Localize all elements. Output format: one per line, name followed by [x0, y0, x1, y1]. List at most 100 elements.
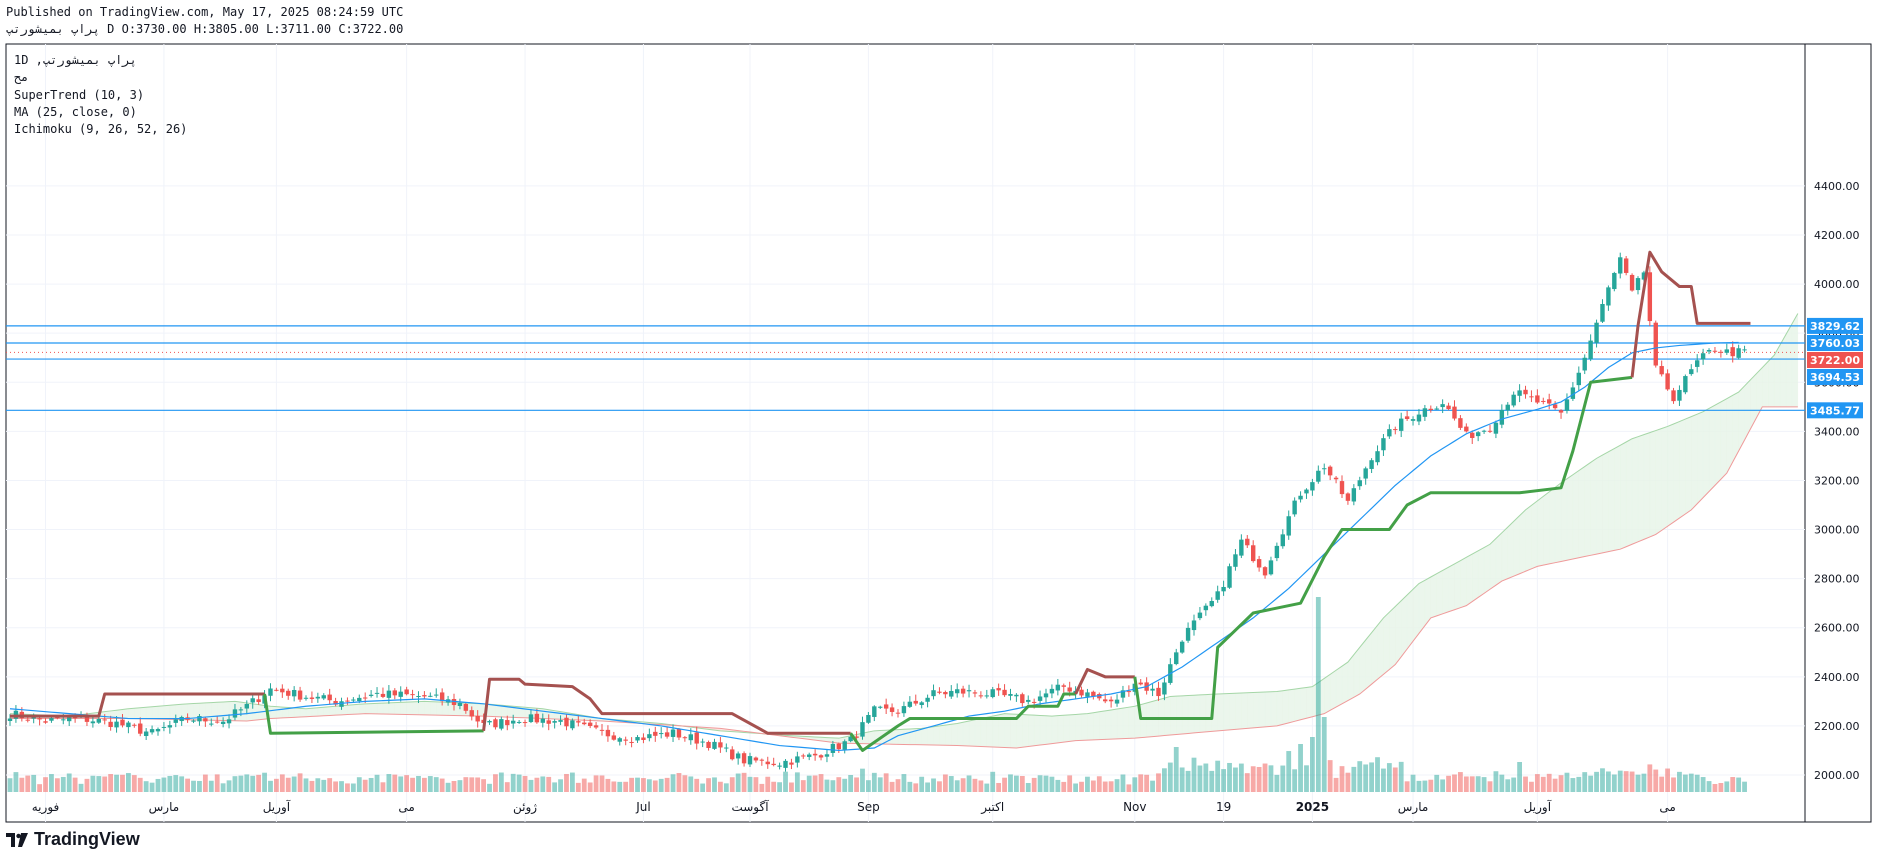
volume-bar: [1102, 781, 1108, 792]
volume-bar: [303, 778, 309, 792]
candle-body: [404, 689, 409, 695]
volume-bar: [759, 783, 765, 792]
volume-bar: [1594, 771, 1599, 792]
volume-bar: [457, 780, 463, 792]
time-tick-label: می: [398, 800, 414, 814]
volume-bar: [753, 777, 759, 792]
volume-bar: [1534, 774, 1540, 792]
cloud-segment: [1099, 710, 1106, 740]
volume-bar: [972, 778, 978, 792]
volume-bar: [1629, 771, 1635, 792]
cloud-segment: [974, 718, 982, 747]
legend-supertrend[interactable]: SuperTrend (10, 3): [14, 88, 145, 102]
candle-body: [1126, 691, 1132, 693]
volume-bar: [1558, 775, 1564, 792]
volume-bar: [1002, 777, 1007, 792]
candle-body: [203, 718, 208, 722]
tradingview-footer[interactable]: TradingView: [6, 829, 140, 850]
candle-body: [718, 742, 723, 748]
volume-bar: [1162, 768, 1167, 792]
tradingview-logo-icon: [6, 832, 28, 847]
volume-bar: [54, 778, 60, 792]
cloud-segment: [364, 703, 372, 715]
candle-body: [1647, 272, 1653, 322]
volume-bar: [1215, 760, 1221, 792]
volume-bar: [445, 782, 451, 792]
cloud-segment: [1566, 474, 1574, 561]
candle-body: [807, 754, 812, 757]
volume-bar: [493, 774, 498, 792]
volume-bar: [321, 779, 327, 792]
time-axis[interactable]: فوریه مارس آوریل می ژوئن Jul آگوست Sep اکتبر Nov 1…: [32, 799, 1676, 815]
time-tick-label: ژوئن: [513, 800, 537, 815]
volume-bar: [605, 778, 611, 792]
cloud-segment: [939, 724, 946, 746]
candle-body: [1641, 272, 1647, 280]
candle-body: [392, 690, 397, 696]
volume-bar: [262, 772, 267, 792]
candle-body: [386, 690, 392, 698]
volume-bar: [1682, 774, 1688, 792]
candle-body: [61, 719, 66, 721]
volume-bar: [1037, 775, 1043, 792]
candle-body: [1221, 586, 1226, 592]
volume-bar: [392, 774, 398, 792]
volume-bar: [1310, 737, 1315, 792]
candle-body: [1316, 470, 1321, 482]
candle-body: [1339, 481, 1345, 495]
cloud-segment: [157, 705, 165, 720]
candle-body: [866, 714, 871, 723]
volume-bar: [558, 779, 563, 792]
cloud-segment: [1087, 712, 1094, 741]
volume-bar: [1381, 768, 1386, 792]
volume-bar: [712, 777, 717, 792]
volume-bar: [1073, 783, 1078, 792]
cloud-segment: [1217, 693, 1224, 732]
cloud-segment: [1519, 509, 1526, 575]
candle-body: [1410, 419, 1416, 421]
cloud-segment: [1602, 451, 1609, 554]
cloud-segment: [903, 728, 911, 745]
candle-body: [67, 717, 72, 722]
horizontal-lines[interactable]: [6, 325, 1805, 411]
volume-bar: [1375, 757, 1380, 792]
candle-body: [913, 700, 918, 704]
candle-body: [943, 692, 948, 695]
volume-bar: [155, 778, 161, 792]
candle-body: [1552, 404, 1558, 409]
candle-body: [694, 732, 699, 744]
brand-name: TradingView: [34, 829, 140, 849]
candle-body: [1706, 350, 1712, 352]
cloud-segment: [311, 707, 319, 717]
volume-bar: [1564, 772, 1570, 792]
ichimoku-cloud: [9, 312, 1799, 749]
volume-bar: [866, 780, 871, 792]
candle-body: [818, 755, 824, 758]
cloud-segment: [1395, 600, 1402, 666]
price-axis[interactable]: 4400.004200.004000.003800.003600.003400.…: [1814, 180, 1860, 782]
candle-body: [795, 756, 800, 763]
volume-bar: [1611, 774, 1617, 792]
volume-bar: [794, 772, 800, 792]
volume-bar: [1345, 772, 1351, 792]
volume-bar: [1404, 781, 1410, 792]
candle-body: [706, 741, 711, 748]
cloud-segment: [1294, 687, 1301, 722]
volume-bar: [700, 783, 706, 792]
candle-body: [1055, 684, 1061, 691]
legend-ma[interactable]: MA (25, close, 0): [14, 105, 137, 119]
volume-bar: [451, 780, 457, 792]
cloud-segment: [489, 704, 496, 717]
volume-bar: [1428, 779, 1434, 792]
candle-body: [1452, 406, 1457, 419]
volume-bar: [232, 776, 238, 792]
candle-body: [1475, 432, 1481, 437]
candle-body: [469, 710, 474, 717]
candle-body: [49, 718, 54, 721]
volume-bar: [1227, 762, 1232, 792]
candle-body: [617, 738, 622, 742]
candle-body: [1031, 701, 1037, 703]
legend-ichimoku[interactable]: Ichimoku (9, 26, 52, 26): [14, 122, 188, 136]
cloud-segment: [1643, 432, 1651, 540]
